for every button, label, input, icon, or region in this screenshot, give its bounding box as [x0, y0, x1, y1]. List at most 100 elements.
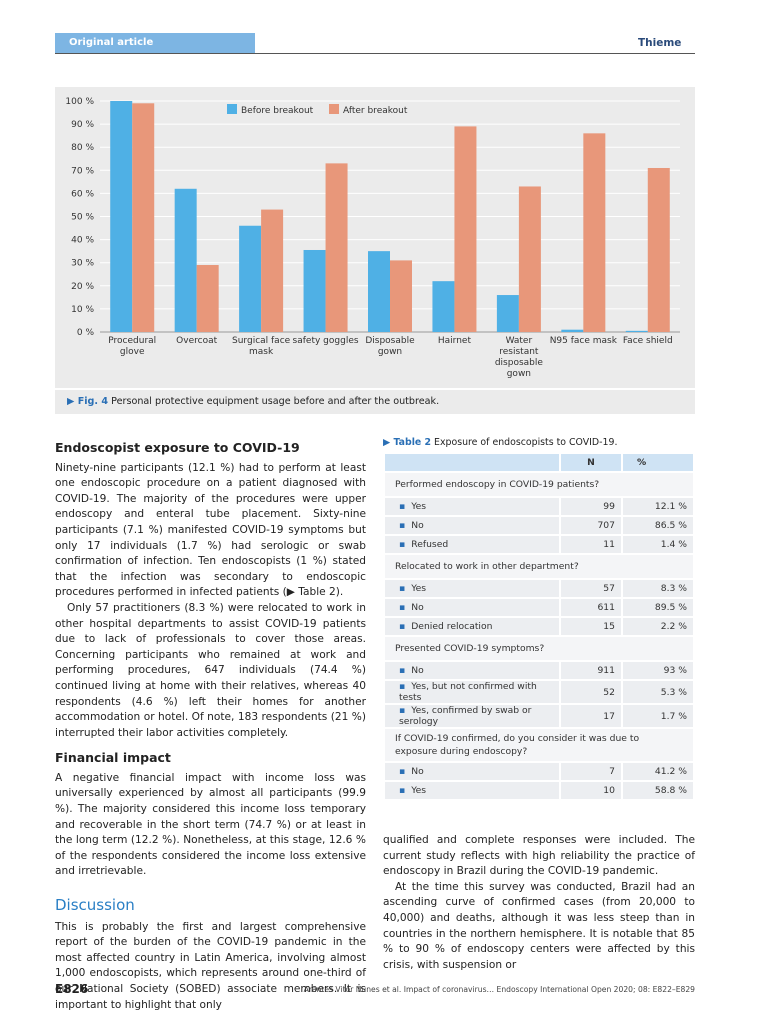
bar [239, 225, 262, 332]
chart: 0 % 10 % 20 % 30 % 40 % 50 % 60 % 70 % 80 % 90 % 1… [65, 97, 680, 338]
section-bar: Original article [55, 33, 255, 53]
header-cell: % [621, 452, 695, 473]
group-title: Presented COVID-19 symptoms? [383, 635, 695, 662]
y-tick-label: 40 % [71, 236, 94, 246]
bar [196, 265, 219, 332]
legend-swatch [227, 104, 237, 114]
bullet: ▪ [399, 539, 406, 550]
bullet: ▪ [399, 766, 406, 777]
table-row: ▪ Refused 11 1.4 % [383, 534, 695, 555]
section: Original article [69, 37, 154, 48]
cell-text: Yes, but not confirmed with tests [399, 681, 537, 703]
cell: 17 [559, 703, 623, 729]
header-cell: N [559, 452, 623, 473]
cell: 10 [559, 780, 623, 801]
cell: ▪ Denied relocation [383, 616, 561, 637]
cell: ▪ Yes [383, 496, 561, 517]
group-title: Performed endoscopy in COVID-19 patients… [383, 471, 695, 498]
bar [518, 186, 541, 332]
y-tick-label: 90 % [71, 120, 94, 130]
cell: 52 [559, 679, 623, 705]
cell: ▪ Yes [383, 578, 561, 599]
x-tick-label: Overcoat [176, 336, 218, 346]
y-tick-label: 60 % [71, 189, 94, 199]
table-header: N% [383, 452, 695, 473]
bullet: ▪ [399, 583, 406, 594]
cell-text: Yes [411, 583, 427, 594]
cell-text: No [411, 766, 424, 777]
cell: 12.1 % [621, 496, 695, 517]
group-row: Presented COVID-19 symptoms? [383, 635, 695, 662]
bullet: ▪ [399, 785, 406, 796]
cell-text: 5.3 % [660, 686, 687, 698]
table: N% Performed endoscopy in COVID-19 patien… [383, 452, 695, 801]
legend-label: Before breakout [241, 106, 314, 116]
cell-text: Refused [411, 539, 449, 550]
figure-caption-box: ▶ Fig. 4 Personal protective equipment u… [55, 390, 695, 414]
y-tick-label: 100 % [65, 97, 94, 107]
bar [110, 101, 133, 332]
cell-text: Yes [411, 501, 427, 512]
cell-text: 1.4 % [660, 539, 687, 550]
left-column: Endoscopist exposure to COVID-19 Ninety-… [55, 440, 366, 1013]
paragraph: qualified and complete responses were in… [383, 834, 695, 878]
cell-text: 99 [603, 501, 615, 512]
bar [647, 167, 670, 332]
table-row: ▪ Yes 99 12.1 % [383, 496, 695, 517]
paragraph: This is probably the first and largest c… [55, 920, 366, 1011]
cell-text: 1.7 % [660, 710, 687, 722]
paragraph: Only 57 practitioners (8.3 %) were reloc… [55, 601, 366, 739]
cell-text: No [411, 520, 424, 531]
cell-text: 58.8 % [654, 785, 687, 796]
y-tick-label: 80 % [71, 143, 94, 153]
group-row: Performed endoscopy in COVID-19 patients… [383, 471, 695, 498]
x-tick-label: Surgical face mask [232, 336, 291, 357]
y-tick-label: 70 % [71, 166, 94, 176]
x-tick-label: Water resistant disposable gown [494, 336, 543, 379]
cell: 86.5 % [621, 515, 695, 536]
rule [55, 53, 695, 54]
bar [261, 209, 284, 332]
table-label: ▶ Table 2 [383, 437, 432, 448]
citation: Arantes Vitor Nunes et al. Impact of cor… [303, 985, 695, 994]
cell: ▪ No [383, 597, 561, 618]
bar [454, 126, 477, 332]
bullet: ▪ [399, 621, 406, 632]
cell: 99 [559, 496, 623, 517]
x-tick-label: Face shield [622, 336, 673, 346]
cell: 611 [559, 597, 623, 618]
table-row: ▪ No 707 86.5 % [383, 515, 695, 536]
paragraph: A negative financial impact with income … [55, 771, 366, 878]
bar [132, 103, 155, 332]
y-tick-label: 20 % [71, 282, 94, 292]
cell-text: 10 [603, 785, 615, 796]
table-row: ▪ Denied relocation 15 2.2 % [383, 616, 695, 637]
cell: ▪ Yes, confirmed by swab or serology [383, 703, 561, 729]
cell [383, 452, 561, 473]
y-tick-label: 0 % [77, 328, 95, 338]
bar [496, 295, 519, 332]
heading: Discussion [55, 896, 135, 915]
cell-text: 911 [597, 665, 615, 676]
table-row: ▪ Yes, but not confirmed with tests 52 5.3 … [383, 679, 695, 705]
cell: 8.3 % [621, 578, 695, 599]
cell-text: 89.5 % [654, 602, 687, 613]
cell: ▪ Refused [383, 534, 561, 555]
x-tick-label: Hairnet [437, 336, 471, 346]
bar [583, 133, 606, 332]
x-tick-label: Procedural glove [108, 336, 157, 357]
publisher: Thieme [638, 37, 682, 49]
cell-text: 611 [597, 602, 615, 613]
cell-text: 707 [597, 520, 615, 531]
table-row: ▪ Yes, confirmed by swab or serology 17 1.7… [383, 703, 695, 729]
bullet: ▪ [399, 681, 406, 692]
heading: Financial impact [55, 750, 171, 766]
cell: 93 % [621, 660, 695, 681]
bar [390, 260, 412, 332]
cell: 15 [559, 616, 623, 637]
cell: 1.4 % [621, 534, 695, 555]
table-row: ▪ No 611 89.5 % [383, 597, 695, 618]
cell-text: 11 [603, 539, 615, 550]
y-tick-label: 10 % [71, 305, 94, 315]
page-number: E826 [55, 982, 89, 996]
